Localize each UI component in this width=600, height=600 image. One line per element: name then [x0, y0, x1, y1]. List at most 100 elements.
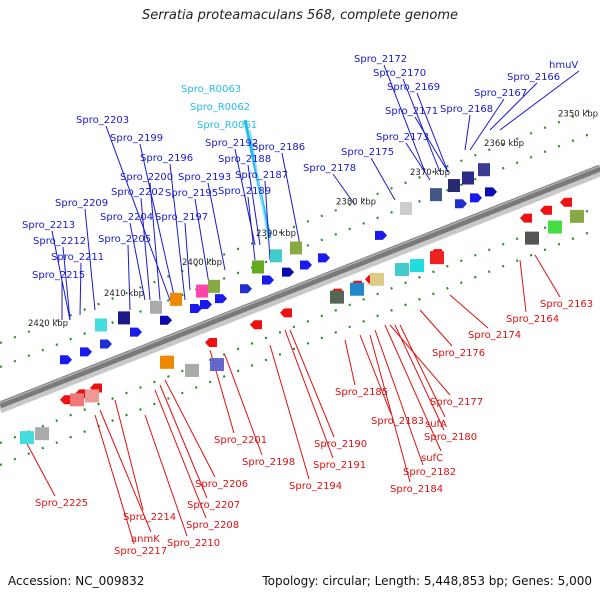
forward-block: [400, 202, 412, 215]
forward-gene-label: Spro_2170: [373, 68, 426, 79]
reverse-gene: [520, 213, 532, 223]
forward-gene-label: Spro_2203: [76, 115, 129, 126]
reverse-connector: [144, 414, 188, 537]
forward-connector: [247, 164, 261, 246]
reverse-connector: [224, 354, 263, 456]
forward-gene: [160, 315, 172, 325]
forward-block: [196, 284, 208, 298]
forward-block: [478, 163, 490, 177]
gene-labels: Spro_2172 hmuV Spro_2170 Spro_2166 Spro_2169…: [22, 54, 593, 557]
reverse-gene-label: Spro_2183: [371, 416, 424, 427]
forward-block: [170, 292, 182, 306]
forward-gene-label: Spro_2192: [205, 138, 258, 149]
forward-block: [252, 260, 264, 274]
forward-gene: [190, 303, 202, 313]
label-connectors: [24, 64, 580, 545]
reverse-gene-label: Spro_2214: [123, 512, 176, 523]
forward-block: [448, 179, 460, 193]
reverse-block: [20, 431, 34, 445]
forward-connector: [51, 230, 71, 321]
forward-gene-label: Spro_2199: [110, 133, 163, 144]
reverse-gene: [280, 308, 292, 318]
reverse-connector: [284, 329, 334, 459]
forward-block: [95, 318, 107, 332]
reverse-block: [548, 220, 562, 234]
reverse-gene-label: Spro_2180: [424, 432, 477, 443]
forward-connector: [416, 92, 449, 173]
reverse-block: [330, 290, 344, 304]
forward-connector: [332, 173, 356, 206]
forward-gene-label: Spro_2175: [341, 147, 394, 158]
tick-label: 2420 kbp: [28, 319, 68, 329]
reverse-block: [35, 427, 49, 441]
reverse-gene-label: Spro_2174: [468, 330, 521, 341]
reverse-gene-label: Spro_2182: [403, 467, 456, 478]
forward-gene: [318, 253, 330, 263]
forward-gene: [200, 300, 212, 309]
forward-gene-label: Spro_2195: [165, 188, 218, 199]
forward-block: [430, 188, 442, 202]
reverse-gene-label: Spro_2177: [430, 397, 483, 408]
reverse-connector: [389, 324, 451, 396]
forward-gene-label: Spro_2189: [218, 186, 271, 197]
forward-connector: [139, 143, 176, 301]
forward-gene-label: Spro_2173: [376, 132, 429, 143]
forward-connector: [464, 114, 471, 151]
reverse-gene-label: Spro_2176: [432, 348, 485, 359]
reverse-block: [70, 393, 84, 407]
forward-gene-label: Spro_2200: [120, 172, 173, 183]
forward-connector: [84, 208, 96, 311]
forward-gene-label: Spro_2205: [98, 234, 151, 245]
tick-label: 2380 kbp: [336, 197, 376, 207]
reverse-connector: [154, 389, 207, 519]
forward-connector: [405, 142, 431, 181]
backbone-line: [0, 164, 600, 409]
forward-gene-label: Spro_2211: [51, 252, 104, 263]
reverse-connector: [534, 254, 561, 298]
reverse-gene-label: Spro_2185: [335, 387, 388, 398]
reverse-connector: [399, 324, 446, 418]
rna-gene-label: Spro_R0063: [181, 84, 241, 95]
forward-gene-label: Spro_2213: [22, 220, 75, 231]
reverse-gene-label: Spro_2207: [187, 500, 240, 511]
reverse-gene-label: Spro_2217: [114, 546, 167, 557]
forward-gene-label: Spro_2186: [252, 142, 305, 153]
reverse-block: [525, 231, 539, 245]
reverse-gene-label: Spro_2164: [506, 314, 559, 325]
forward-block: [118, 311, 130, 325]
reverse-connector: [164, 379, 216, 478]
forward-gene-label: Spro_2212: [33, 236, 86, 247]
reverse-connector: [359, 334, 392, 415]
reverse-gene: [540, 205, 552, 215]
forward-connector: [184, 222, 191, 291]
backbone-shadow: [0, 167, 600, 414]
reverse-gene-label: sufA: [425, 419, 447, 430]
forward-connector: [149, 182, 161, 301]
reverse-connector: [419, 309, 453, 347]
reverse-block: [410, 259, 424, 273]
tick-label: 2360 kbp: [484, 139, 524, 149]
reverse-gene-label: Spro_2210: [167, 538, 220, 549]
reverse-gene-label: Spro_2201: [214, 435, 267, 446]
forward-gene: [470, 193, 482, 203]
forward-gene: [300, 260, 312, 270]
reverse-connector: [159, 384, 208, 499]
forward-connector: [281, 152, 301, 246]
reverse-block: [350, 282, 364, 296]
forward-connector: [169, 163, 186, 301]
forward-gene: [215, 294, 227, 304]
forward-gene-label: Spro_2196: [140, 153, 193, 164]
reverse-gene-label: Spro_2191: [313, 460, 366, 471]
forward-block: [270, 249, 282, 263]
reverse-connector: [94, 414, 135, 545]
reverse-gene-label: Spro_2225: [35, 498, 88, 509]
forward-connector: [129, 222, 146, 301]
forward-gene-label: hmuV: [549, 60, 578, 71]
reverse-block: [185, 363, 199, 377]
forward-gene-label: Spro_2193: [178, 172, 231, 183]
genome-summary: Topology: circular; Length: 5,448,853 bp…: [262, 574, 592, 588]
reverse-connector: [344, 339, 356, 386]
gene-features: [20, 163, 584, 445]
reverse-gene-label: Spro_2198: [242, 457, 295, 468]
forward-gene-label: Spro_2168: [440, 104, 493, 115]
